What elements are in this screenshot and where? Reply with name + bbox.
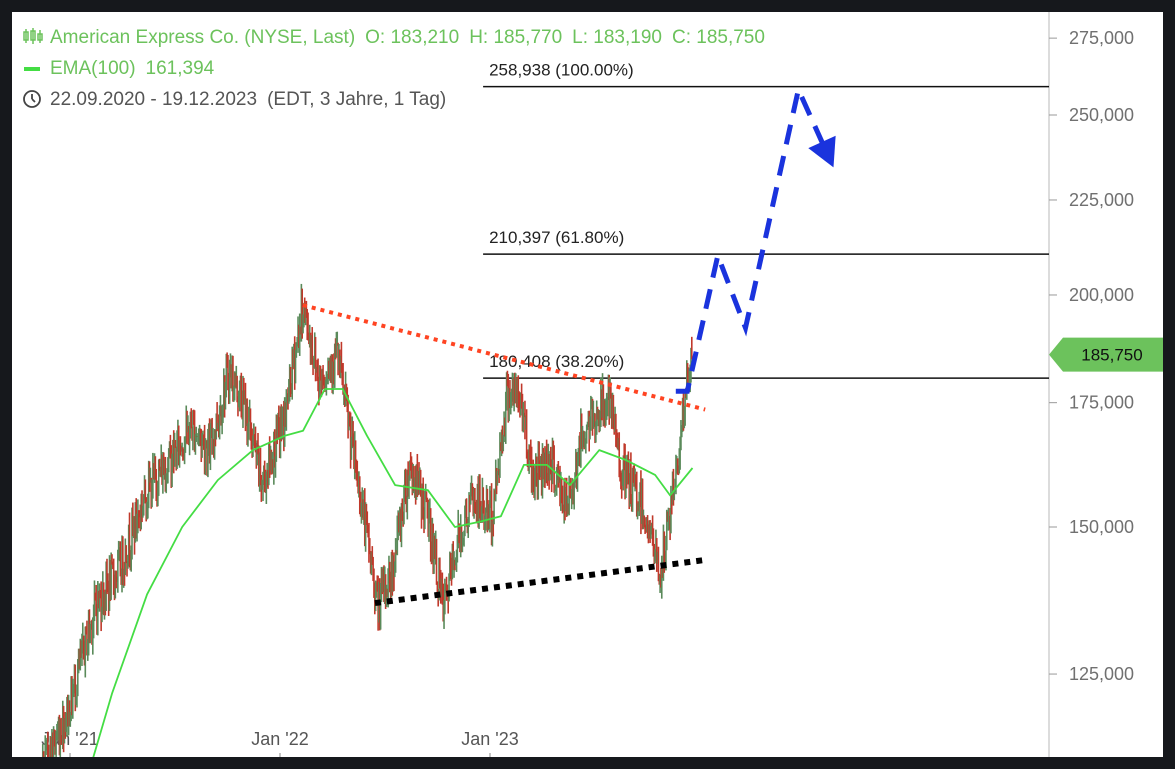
x-tick-label: Jan '22 [251, 729, 308, 749]
resistance-trendline [302, 303, 706, 412]
legend-date-row: 22.09.2020 - 19.12.2023 (EDT, 3 Jahre, 1 … [22, 89, 456, 111]
support-trendline [374, 556, 706, 607]
y-tick-label: 200,000 [1069, 285, 1134, 305]
open-value: O: 183,210 [365, 27, 460, 48]
date-range: 22.09.2020 - 19.12.2023 [50, 89, 258, 110]
fib-level-label: 210,397 (61.80%) [489, 228, 624, 247]
fib-level-label: 180,408 (38.20%) [489, 352, 624, 371]
legend-ema-row: EMA(100) 161,394 [22, 58, 224, 80]
low-value: L: 183,190 [572, 27, 662, 48]
y-tick-label: 225,000 [1069, 190, 1134, 210]
projection-path [675, 81, 830, 394]
projection-arrowhead [808, 135, 836, 168]
ema-label: EMA(100) [50, 58, 136, 79]
clock-icon [23, 90, 41, 108]
fib-level-label: 258,938 (100.00%) [489, 61, 634, 80]
instrument-name: American Express Co. (NYSE, Last) [50, 27, 356, 48]
price-chart[interactable]: 275,000 250,000 225,000 200,000 175,000 150,0… [12, 12, 1163, 757]
range-info: (EDT, 3 Jahre, 1 Tag) [267, 89, 447, 110]
ema-line-icon [24, 67, 40, 71]
x-tick-label: Jan '23 [461, 729, 518, 749]
y-tick-label: 250,000 [1069, 105, 1134, 125]
legend-instrument-row: American Express Co. (NYSE, Last) O: 183,… [22, 27, 775, 49]
y-tick-label: 275,000 [1069, 28, 1134, 48]
last-price-label: 185,750 [1081, 346, 1142, 365]
high-value: H: 185,770 [469, 27, 563, 48]
candlestick-icon [23, 28, 43, 44]
y-tick-label: 125,000 [1069, 664, 1134, 684]
y-tick-label: 175,000 [1069, 393, 1134, 413]
ema-value: 161,394 [145, 58, 215, 79]
last-price-badge [1049, 337, 1163, 372]
chart-frame: 275,000 250,000 225,000 200,000 175,000 150,0… [12, 12, 1163, 757]
y-tick-label: 150,000 [1069, 517, 1134, 537]
ema-line [92, 388, 694, 757]
close-value: C: 185,750 [671, 27, 765, 48]
